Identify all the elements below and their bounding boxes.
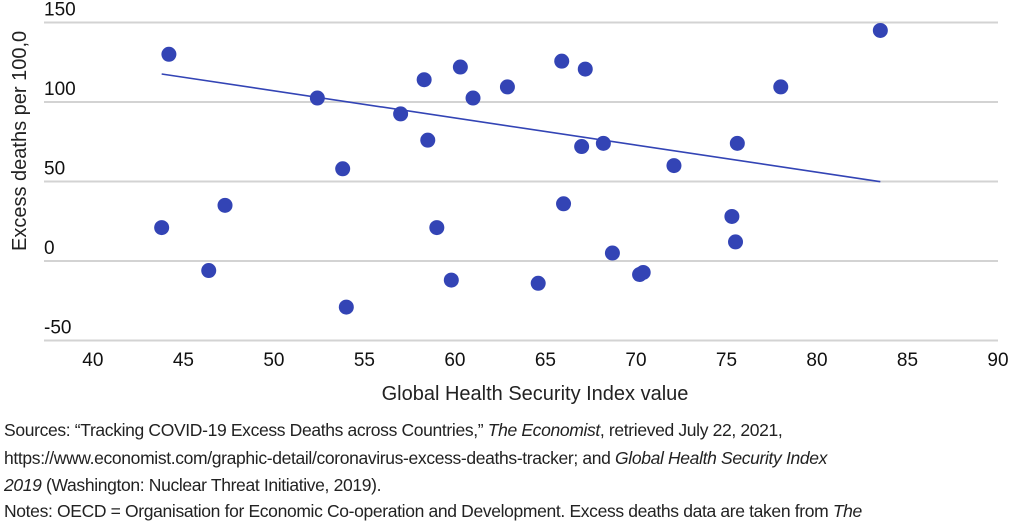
- data-point: [773, 79, 789, 95]
- data-point: [416, 72, 432, 88]
- data-point: [161, 46, 177, 62]
- x-tick-label: 70: [625, 350, 646, 371]
- data-point: [574, 139, 590, 155]
- data-points: [154, 22, 888, 315]
- trend-line: [161, 73, 881, 183]
- data-point: [556, 196, 572, 212]
- data-point: [217, 197, 233, 213]
- data-point: [452, 59, 468, 75]
- y-tick-label: 150: [44, 0, 76, 21]
- sources-publication: Global Health Security Index: [615, 448, 827, 468]
- sources-text: , retrieved July 22, 2021,: [599, 420, 783, 440]
- x-tick-label: 90: [987, 350, 1008, 371]
- x-tick-label: 45: [173, 350, 194, 371]
- data-point: [429, 220, 445, 236]
- sources-text: Sources: “Tracking COVID-19 Excess Death…: [4, 420, 488, 440]
- x-tick-label: 65: [535, 350, 556, 371]
- data-point: [420, 132, 436, 148]
- gridlines: [44, 21, 998, 342]
- x-tick-label: 40: [82, 350, 103, 371]
- data-point: [666, 158, 682, 174]
- y-tick-label: 100: [44, 79, 76, 100]
- sources-line-2: https://www.economist.com/graphic-detail…: [4, 448, 827, 469]
- data-point: [530, 275, 546, 291]
- sources-line-3: 2019 (Washington: Nuclear Threat Initiat…: [4, 475, 381, 496]
- data-point: [729, 135, 745, 151]
- sources-line-1: Sources: “Tracking COVID-19 Excess Death…: [4, 420, 783, 441]
- data-point: [443, 272, 459, 288]
- data-point: [465, 90, 481, 106]
- sources-publication: 2019: [4, 475, 42, 495]
- data-point: [309, 90, 325, 106]
- data-point: [635, 264, 651, 280]
- data-point: [577, 61, 593, 77]
- data-point: [154, 220, 170, 236]
- x-tick-label: 85: [897, 350, 918, 371]
- x-tick-label: 55: [354, 350, 375, 371]
- data-point: [728, 234, 744, 250]
- y-tick-label: 0: [44, 238, 55, 259]
- sources-publication: The Economist: [487, 420, 601, 440]
- notes-text: Notes: OECD = Organisation for Economic …: [4, 501, 833, 521]
- data-point: [595, 135, 611, 151]
- y-tick-label: -50: [44, 318, 71, 339]
- y-axis-title: Excess deaths per 100,0: [9, 31, 31, 251]
- sources-url: https://www.economist.com/graphic-detail…: [4, 448, 616, 468]
- x-tick-label: 80: [806, 350, 827, 371]
- data-point: [724, 208, 740, 224]
- scatter-chart: 150 100 50 0 -50 40 45 50 55 60 65 70 75 80 85 90 Glob…: [9, 0, 1009, 405]
- x-tick-label: 60: [444, 350, 465, 371]
- data-point: [201, 263, 217, 279]
- data-point: [872, 22, 888, 38]
- data-point: [338, 299, 354, 315]
- data-point: [335, 161, 351, 177]
- x-axis-title: Global Health Security Index value: [382, 383, 689, 405]
- y-tick-label: 50: [44, 159, 65, 180]
- data-point: [499, 79, 515, 95]
- x-tick-label: 50: [263, 350, 284, 371]
- data-point: [393, 106, 409, 122]
- data-point: [554, 53, 570, 69]
- x-tick-labels: 40 45 50 55 60 65 70 75 80 85 90: [82, 350, 1008, 371]
- sources-text: (Washington: Nuclear Threat Initiative, …: [41, 475, 382, 495]
- x-tick-label: 75: [716, 350, 737, 371]
- y-tick-labels: 150 100 50 0 -50: [44, 0, 76, 339]
- data-point: [604, 245, 620, 261]
- notes-publication: The: [832, 501, 862, 521]
